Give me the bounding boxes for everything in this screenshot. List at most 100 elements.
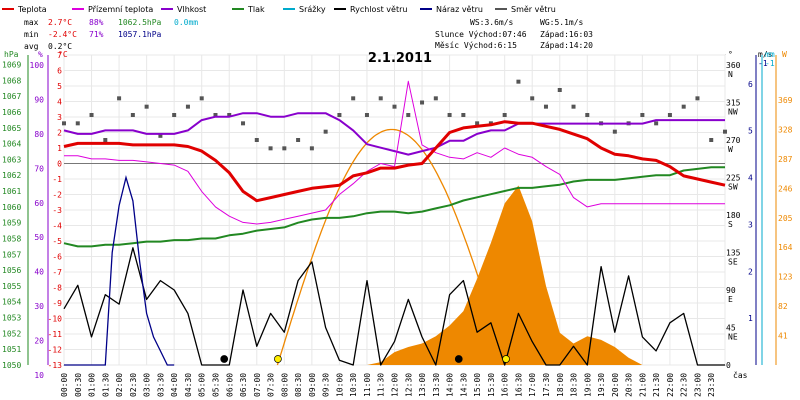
x-tick-label: 23:00 — [693, 373, 702, 397]
moonrise-marker — [220, 355, 229, 363]
hpa-tick-label: 1056 — [2, 266, 21, 275]
wind-dir-point — [571, 104, 576, 109]
x-tick-label: 18:00 — [556, 373, 565, 397]
degc-tick-label: 1 — [57, 144, 62, 153]
x-tick-label: 17:30 — [542, 373, 551, 397]
dir-tick-label: 135 — [726, 249, 741, 258]
legend-label: Vlhkost — [177, 5, 206, 14]
hpa-tick-label: 1052 — [2, 329, 21, 338]
w-tick-label: 205 — [778, 214, 793, 223]
wind-dir-point — [241, 121, 246, 126]
hpa-tick-label: 1059 — [2, 219, 21, 228]
wind-dir-point — [723, 129, 727, 134]
wind-dir-point — [172, 113, 177, 117]
wind-dir-point — [640, 113, 645, 117]
x-tick-label: 10:00 — [335, 373, 344, 397]
wind-speed-line — [63, 247, 725, 366]
wind-dir-point — [199, 96, 204, 101]
x-tick-label: 20:00 — [611, 373, 620, 397]
hpa-tick-label: 1055 — [2, 282, 21, 291]
wind-dir-point — [543, 104, 548, 109]
x-tick-label: 08:30 — [294, 373, 303, 397]
degc-tick-label: -3 — [52, 206, 62, 215]
stats-max-press: 1062.5hPa — [118, 18, 162, 27]
pct-tick-label: 90 — [34, 95, 44, 104]
x-tick-label: 03:00 — [143, 373, 152, 397]
dir-compass-label: NW — [728, 108, 738, 117]
degc-tick-label: 0 — [57, 160, 62, 169]
x-tick-label: 13:00 — [418, 373, 427, 397]
wind-dir-point — [323, 129, 328, 134]
dir-compass-label: N — [728, 70, 733, 79]
sunset-marker — [502, 355, 510, 363]
w-tick-label: 369 — [778, 96, 793, 105]
legend-label: Tlak — [247, 5, 265, 14]
x-tick-label: 21:30 — [652, 373, 661, 397]
dir-tick-label: 360 — [726, 61, 741, 70]
humidity-line — [63, 112, 725, 156]
w-tick-label: 82 — [778, 302, 788, 311]
hpa-tick-label: 1066 — [2, 108, 21, 117]
hpa-tick-label: 1067 — [2, 92, 21, 101]
legend-label: Přízemní teplota — [88, 5, 153, 14]
dir-compass-label: SE — [728, 258, 738, 267]
x-tick-label: 15:00 — [473, 373, 482, 397]
stats-min-label: min — [24, 30, 39, 39]
wind-dir-point — [392, 104, 397, 109]
x-tick-label: 11:00 — [363, 373, 372, 397]
x-tick-label: 13:30 — [432, 373, 441, 397]
dir-tick-label: 0 — [726, 361, 731, 370]
x-tick-label: 17:00 — [528, 373, 537, 397]
grid — [63, 54, 726, 366]
x-tick-label: 06:30 — [239, 373, 248, 397]
pct-tick-label: 80 — [34, 130, 44, 139]
series-layer — [62, 79, 739, 366]
w-tick-label: 287 — [778, 155, 793, 164]
axis-header-w: W — [782, 50, 787, 59]
x-tick-label: 09:30 — [322, 373, 331, 397]
pct-tick-label: 100 — [30, 61, 45, 70]
x-tick-label: 08:00 — [280, 373, 289, 397]
axis-header-pct: % — [38, 50, 43, 59]
wind-dir-point — [461, 113, 466, 117]
info-block: WS:3.6m/s WG:5.1m/s Slunce Východ:07:46 … — [435, 18, 593, 50]
wind-dir-point — [158, 133, 163, 138]
legend: Teplota Přízemní teplota Vlhkost Tlak Srážky… — [2, 5, 556, 14]
ms-tick-label: 3 — [748, 220, 753, 229]
dir-tick-label: 90 — [726, 286, 736, 295]
x-tick-label: 20:30 — [625, 373, 634, 397]
degc-tick-label: 6 — [57, 67, 62, 76]
degc-tick-label: -11 — [48, 330, 63, 339]
dir-compass-label: SW — [728, 183, 738, 192]
axis-header-hpa: hPa — [4, 50, 19, 59]
stats-max-hum: 88% — [89, 18, 104, 27]
x-tick-label: 06:00 — [225, 373, 234, 397]
x-tick-label: 23:30 — [707, 373, 716, 397]
legend-label: Směr větru — [511, 5, 556, 14]
wind-dir-point — [117, 96, 122, 101]
wind-gust-line — [64, 175, 175, 366]
x-tick-label: 04:30 — [184, 373, 193, 397]
x-tick-label: 15:30 — [487, 373, 496, 397]
x-tick-label: 19:00 — [583, 373, 592, 397]
pct-tick-label: 20 — [34, 337, 44, 346]
x-tick-label: 07:00 — [253, 373, 262, 397]
wind-dir-point — [103, 138, 108, 142]
dir-compass-label: S — [728, 220, 733, 229]
stats-max-label: max — [24, 18, 39, 27]
wind-dir-point — [709, 138, 714, 142]
x-tick-label: 22:00 — [666, 373, 675, 397]
x-tick-label: 12:00 — [391, 373, 400, 397]
x-tick-label: 16:30 — [514, 373, 523, 397]
mm-top-label: -1 — [765, 59, 775, 68]
hpa-tick-label: 1064 — [2, 140, 21, 149]
x-tick-label: 10:30 — [349, 373, 358, 397]
dir-tick-label: 180 — [726, 211, 741, 220]
ms-top-label: -1 — [758, 59, 768, 68]
degc-tick-label: 7 — [57, 51, 62, 60]
stats-avg-temp: 0.2°C — [48, 42, 72, 51]
wind-dir-point — [530, 96, 535, 101]
hpa-tick-label: 1063 — [2, 155, 21, 164]
wind-dir-point — [557, 88, 562, 92]
